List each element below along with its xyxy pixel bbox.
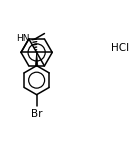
Text: Br: Br	[31, 109, 42, 119]
Polygon shape	[35, 52, 38, 66]
Text: HN: HN	[16, 34, 30, 43]
Text: HCl: HCl	[111, 43, 129, 53]
